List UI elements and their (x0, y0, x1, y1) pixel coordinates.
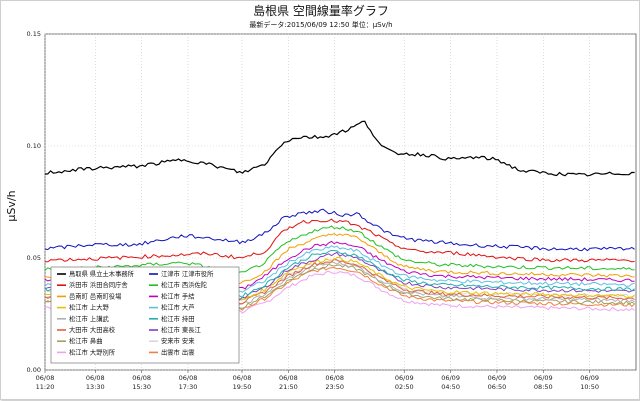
x-tick-label: 19:50 (233, 383, 252, 391)
legend-label: 松江市 上大野 (69, 303, 109, 312)
chart-subtitle: 最新データ:2015/06/09 12:50 単位：μSv/h (249, 20, 392, 29)
legend-label: 松江市 上講武 (69, 314, 109, 323)
legend-label: 浜田市 浜田合同庁舎 (69, 280, 128, 289)
x-tick-label: 06/08 (179, 374, 198, 382)
series-line (44, 120, 635, 177)
y-tick-label: 0.05 (27, 254, 41, 262)
legend-label: 松江市 持田 (161, 314, 195, 323)
x-tick-label: 06/09 (534, 374, 553, 382)
axes: 0.000.050.100.1506/0811:2006/0813:3006/0… (27, 30, 599, 391)
legend-label: 邑南町 邑南町役場 (69, 291, 122, 300)
x-tick-label: 10:50 (580, 383, 599, 391)
x-tick-label: 06/08 (279, 374, 298, 382)
y-tick-label: 0.10 (27, 142, 41, 150)
x-tick-label: 06/08 (233, 374, 252, 382)
legend-label: 松江市 西浜佐陀 (161, 280, 207, 289)
legend-label: 松江市 手結 (161, 291, 195, 300)
x-tick-label: 06/09 (580, 374, 599, 382)
x-tick-label: 21:50 (279, 383, 298, 391)
legend-label: 松江市 大野別所 (69, 347, 116, 356)
y-tick-label: 0.15 (27, 30, 41, 38)
y-axis-label: μSv/h (5, 190, 18, 221)
series-line (44, 225, 635, 276)
x-tick-label: 17:30 (179, 383, 198, 391)
x-tick-label: 06/09 (488, 374, 507, 382)
x-tick-label: 06/09 (395, 374, 414, 382)
x-tick-label: 06/08 (86, 374, 105, 382)
x-tick-label: 08:50 (534, 383, 553, 391)
legend-label: 松江市 東長江 (161, 325, 201, 334)
chart-title: 島根県 空間線量率グラフ (253, 3, 389, 18)
x-tick-label: 06/08 (36, 374, 55, 382)
legend-label: 江津市 江津市役所 (161, 269, 214, 278)
y-tick-label: 0.00 (27, 366, 41, 374)
legend-box (50, 266, 240, 364)
legend-label: 大田市 大田高校 (69, 325, 116, 334)
legend-label: 出雲市 出雲 (161, 347, 195, 356)
legend-label: 鳥取県 県立土木事務所 (69, 269, 135, 278)
x-tick-label: 02:50 (395, 383, 414, 391)
series-line (44, 208, 635, 252)
x-tick-label: 06:50 (488, 383, 507, 391)
x-tick-label: 23:50 (325, 383, 344, 391)
x-tick-label: 11:20 (36, 383, 55, 391)
x-tick-label: 04:50 (441, 383, 460, 391)
legend-label: 松江市 鼻曲 (69, 336, 103, 345)
x-tick-label: 13:30 (86, 383, 105, 391)
legend-label: 松江市 大芦 (161, 303, 195, 312)
x-tick-label: 15:30 (132, 383, 151, 391)
legend-label: 安来市 安来 (161, 336, 195, 345)
x-tick-label: 06/08 (132, 374, 151, 382)
series-line (45, 218, 635, 263)
x-tick-label: 06/09 (441, 374, 460, 382)
x-tick-label: 06/08 (325, 374, 344, 382)
